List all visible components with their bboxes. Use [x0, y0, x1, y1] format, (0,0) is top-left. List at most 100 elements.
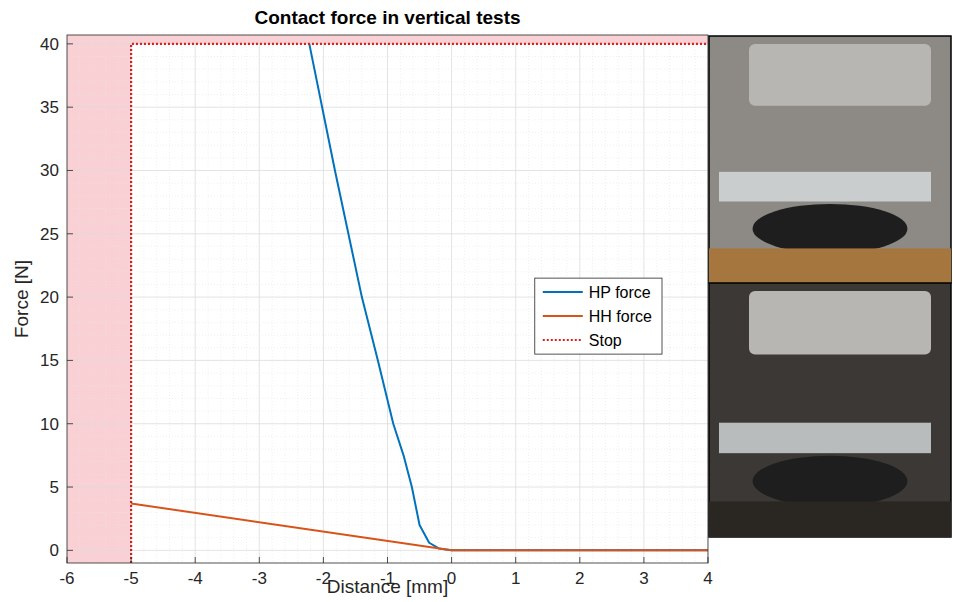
minor-grid: [349, 35, 350, 563]
x-tick-label: -5: [124, 569, 139, 588]
minor-grid: [400, 35, 401, 563]
grid-line: [67, 43, 708, 44]
legend-label: Stop: [589, 332, 622, 349]
y-tick-label: 25: [40, 225, 59, 244]
legend-swatch: [543, 291, 583, 293]
tick: [259, 557, 260, 563]
minor-grid: [272, 35, 273, 563]
photo-pad: [753, 204, 908, 253]
stop-zone: [131, 35, 708, 44]
photo-sensor: [749, 44, 931, 106]
tick: [67, 557, 68, 563]
tick: [67, 423, 73, 424]
legend-box: [535, 278, 662, 354]
tick: [67, 170, 73, 171]
minor-grid: [118, 35, 119, 563]
grid-line: [67, 487, 708, 488]
tick: [67, 43, 73, 44]
grid-line: [195, 35, 196, 563]
y-tick-label: 10: [40, 415, 59, 434]
grid-line: [451, 35, 452, 563]
minor-grid: [284, 35, 285, 563]
minor-grid: [374, 35, 375, 563]
series-line: [131, 44, 708, 563]
minor-grid: [336, 35, 337, 563]
tick: [195, 557, 196, 563]
title: Contact force in vertical tests: [254, 7, 520, 28]
minor-grid: [92, 35, 93, 563]
minor-grid: [297, 35, 298, 563]
grid-line: [259, 35, 260, 563]
tick: [67, 297, 73, 298]
minor-grid: [477, 35, 478, 563]
photo-plate: [719, 172, 931, 202]
minor-grid: [233, 35, 234, 563]
tick: [579, 557, 580, 563]
grid-line: [67, 233, 708, 234]
photo-plate: [719, 423, 931, 453]
photo-sensor: [749, 291, 931, 355]
minor-grid: [490, 35, 491, 563]
tick: [67, 487, 73, 488]
minor-grid: [413, 35, 414, 563]
tick: [131, 557, 132, 563]
x-tick-label: 4: [703, 569, 712, 588]
minor-grid: [438, 35, 439, 563]
y-tick-label: 0: [50, 541, 59, 560]
legend-swatch: [543, 315, 583, 317]
grid: [67, 35, 708, 563]
photo-table: [709, 248, 951, 283]
tick: [67, 233, 73, 234]
y-tick-label: 30: [40, 161, 59, 180]
y-tick-label: 35: [40, 98, 59, 117]
tick: [67, 360, 73, 361]
data-group: [131, 44, 708, 563]
tick: [323, 557, 324, 563]
x-tick-label: 1: [511, 569, 520, 588]
grid-line: [67, 170, 708, 171]
x-tick-label: -4: [188, 569, 203, 588]
legend-swatch: [543, 339, 583, 341]
photo-pad: [753, 456, 908, 507]
series-line: [131, 503, 708, 550]
minor-grid: [182, 35, 183, 563]
x-tick-label: 0: [447, 569, 456, 588]
tick: [451, 557, 452, 563]
minor-grid: [143, 35, 144, 563]
minor-grid: [464, 35, 465, 563]
grid-line: [67, 423, 708, 424]
x-axis-title: Distance [mm]: [327, 576, 448, 597]
y-tick-label: 40: [40, 35, 59, 54]
minor-grid: [246, 35, 247, 563]
minor-grid: [425, 35, 426, 563]
minor-grid: [502, 35, 503, 563]
minor-grid: [669, 35, 670, 563]
y-tick-label: 5: [50, 478, 59, 497]
shade-group: [67, 35, 708, 563]
x-tick-label: 2: [575, 569, 584, 588]
minor-grid: [156, 35, 157, 563]
tick: [67, 550, 73, 551]
minor-grid: [310, 35, 311, 563]
grid-line: [67, 107, 708, 108]
tick: [708, 557, 709, 563]
plot-area: [67, 35, 708, 563]
legend-label: HP force: [589, 284, 651, 301]
grid-line: [387, 35, 388, 563]
y-tick-label: 15: [40, 351, 59, 370]
legend-label: HH force: [589, 308, 652, 325]
grid-line: [515, 35, 516, 563]
photo: [709, 36, 951, 283]
minor-grid: [79, 35, 80, 563]
minor-grid: [695, 35, 696, 563]
minor-grid: [208, 35, 209, 563]
photo-frame: [709, 283, 951, 537]
minor-grid: [105, 35, 106, 563]
minor-grid: [220, 35, 221, 563]
tick: [67, 107, 73, 108]
photo-frame: [709, 36, 951, 283]
tick: [643, 557, 644, 563]
y-axis-title: Force [N]: [11, 260, 32, 338]
tick: [387, 557, 388, 563]
stop-zone: [67, 35, 131, 563]
